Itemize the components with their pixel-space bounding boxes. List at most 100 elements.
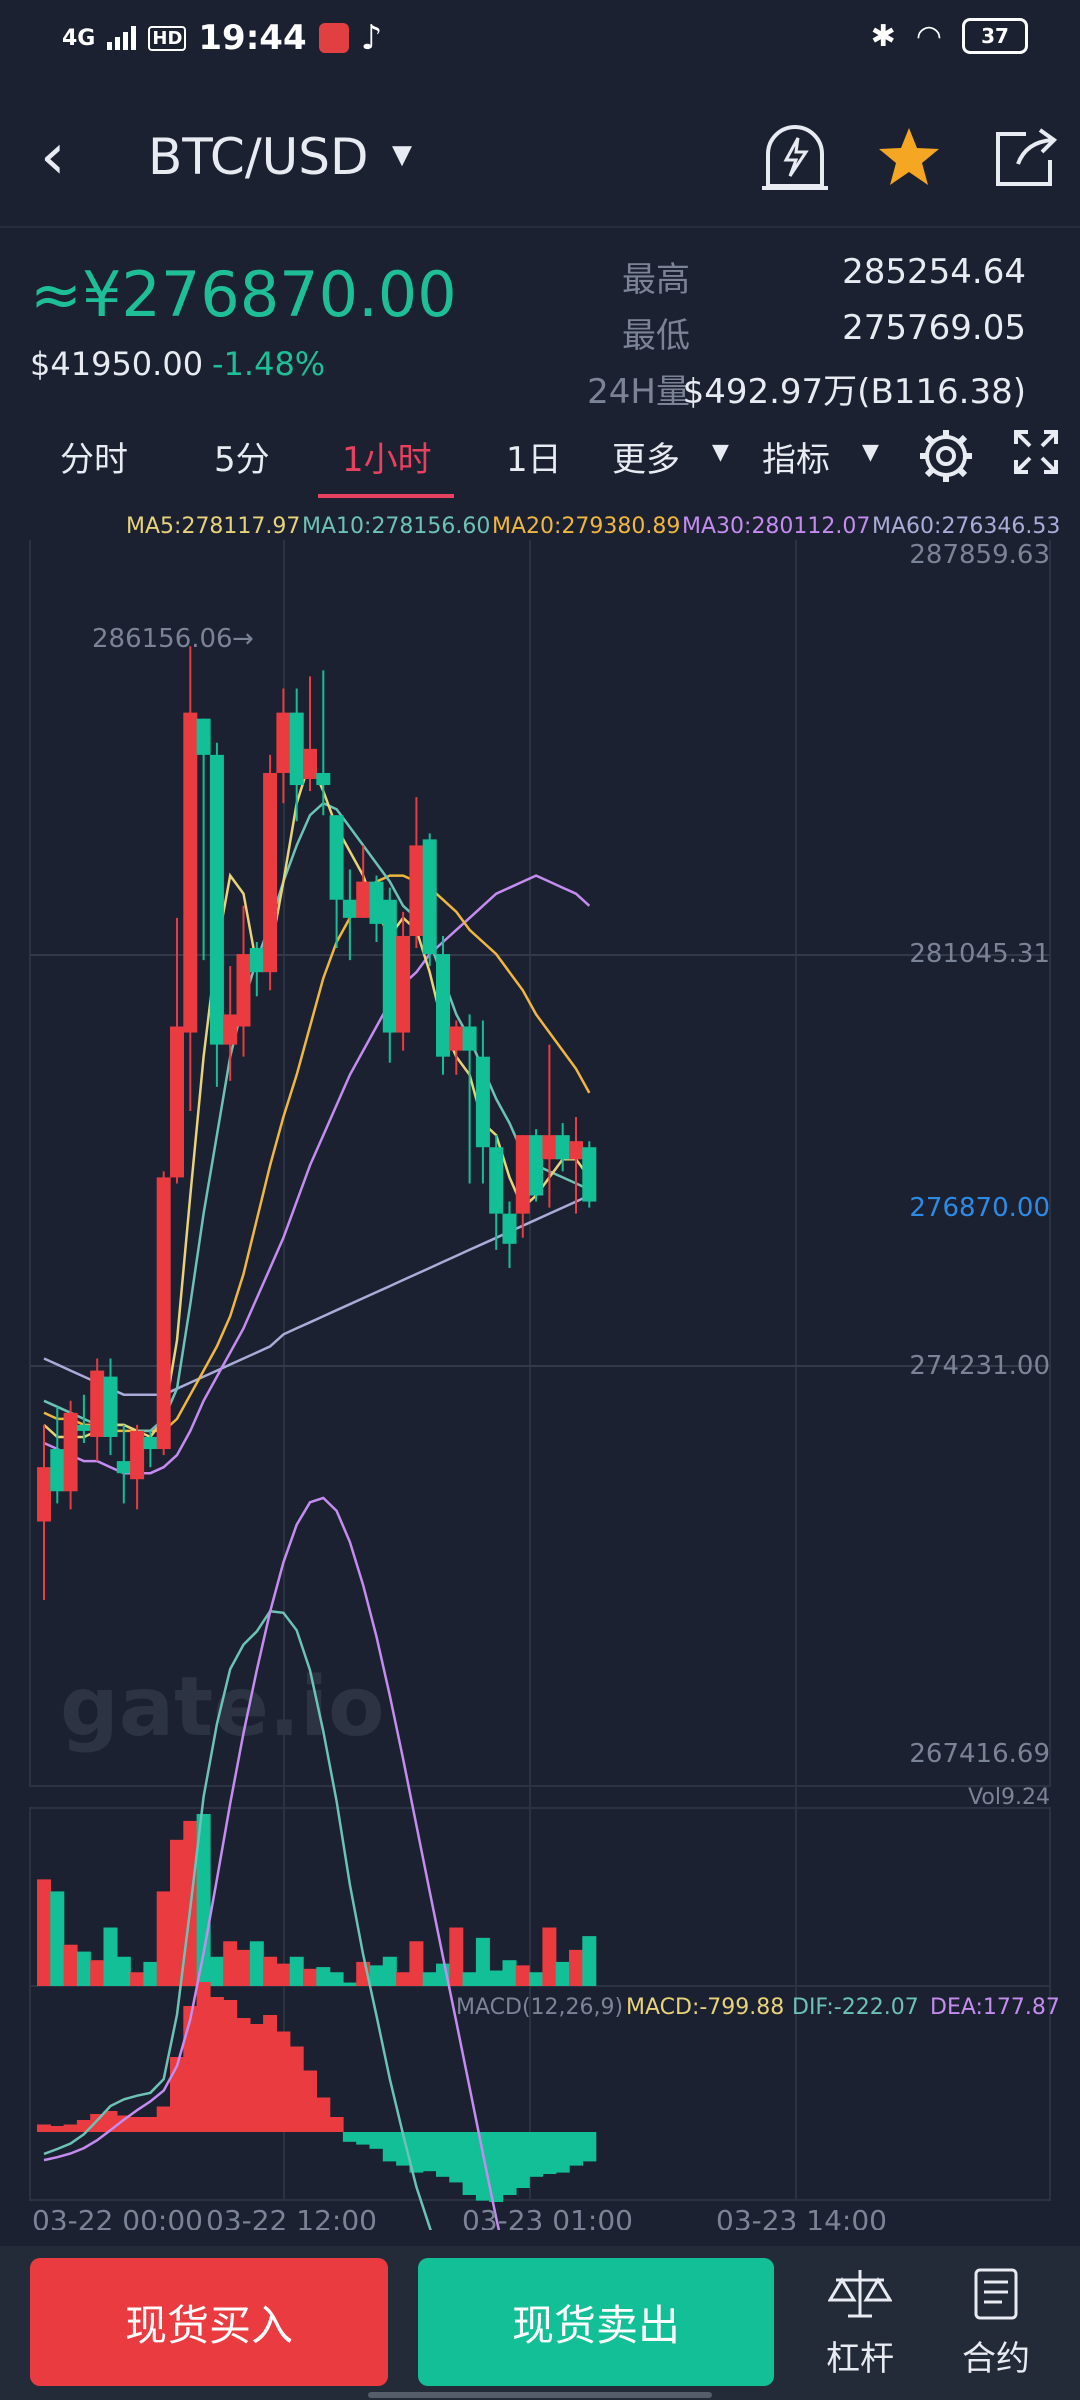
status-bar: 4G HD 19:44 ♪ ✱ ◠ 37 — [0, 0, 1080, 80]
indicator-chevron-icon[interactable]: ▼ — [862, 440, 879, 465]
max-price-marker: 286156.06 — [92, 624, 233, 654]
macd-bar — [462, 2132, 477, 2195]
candle-down — [502, 1213, 517, 1244]
candle-down — [76, 1424, 91, 1431]
hd-badge: HD — [148, 25, 187, 51]
price-change-percent: -1.48% — [212, 345, 326, 383]
leverage-button[interactable]: 杠杆 — [800, 2266, 920, 2380]
home-indicator — [368, 2392, 712, 2398]
tab-1day[interactable]: 1日 — [506, 440, 562, 480]
volume-bar — [462, 1972, 477, 1986]
tab-1hour[interactable]: 1小时 — [342, 440, 432, 480]
macd-bar — [582, 2132, 597, 2162]
macd-bar — [209, 1997, 224, 2132]
macd-lines — [43, 1496, 501, 2230]
candle-up — [449, 1026, 464, 1051]
kline-chart[interactable]: gate.io 287859.63 281045.31 276870.00 27… — [0, 540, 1080, 2230]
candle-down — [382, 899, 397, 1033]
volume-bar — [263, 1956, 278, 1986]
battery-icon: 37 — [962, 18, 1028, 54]
volume-bar — [515, 1965, 530, 1986]
candle-down — [529, 1135, 544, 1196]
pair-selector[interactable]: BTC/USD — [148, 128, 369, 186]
candle-up — [263, 772, 278, 973]
candle-up — [63, 1412, 78, 1492]
candle-up — [569, 1141, 583, 1160]
y-axis-bottom: 267416.69 — [909, 1739, 1050, 1769]
bluetooth-icon: ✱ — [870, 18, 896, 54]
volume-bar — [37, 1879, 51, 1986]
macd-bar — [316, 2097, 331, 2132]
contract-button[interactable]: 合约 — [936, 2266, 1056, 2380]
dea-value: DEA:177.87 — [930, 1995, 1060, 2020]
candle-down — [196, 718, 211, 755]
macd-bar — [342, 2132, 357, 2142]
high-value: 285254.64 — [842, 252, 1026, 292]
volume-bar — [143, 1961, 158, 1986]
document-icon — [974, 2268, 1018, 2320]
macd-bar — [236, 2018, 251, 2132]
spot-buy-button[interactable]: 现货买入 — [30, 2258, 388, 2386]
x-axis-label: 03-23 14:00 — [716, 2204, 887, 2230]
y-axis-low: 274231.00 — [909, 1351, 1050, 1381]
candle-down — [289, 712, 304, 786]
ma10-line — [43, 801, 590, 1433]
favorite-star-icon[interactable] — [876, 124, 942, 190]
low-value: 275769.05 — [842, 308, 1026, 348]
candle-up — [183, 712, 198, 1033]
x-axis-label: 03-23 01:00 — [462, 2204, 633, 2230]
price-alert-icon[interactable] — [760, 122, 830, 192]
spot-sell-button[interactable]: 现货卖出 — [418, 2258, 774, 2386]
macd-bar — [569, 2132, 583, 2166]
settings-gear-icon[interactable] — [916, 426, 976, 486]
candle-down — [143, 1436, 158, 1450]
fullscreen-icon[interactable] — [1012, 428, 1060, 476]
macd-bar — [223, 2000, 238, 2132]
more-chevron-icon[interactable]: ▼ — [712, 440, 729, 465]
candle-down — [209, 754, 224, 1045]
ma10-legend: MA10:278156.60 — [302, 514, 491, 539]
candle-down — [50, 1449, 65, 1492]
candle-down — [249, 948, 264, 973]
volume-bar — [555, 1961, 570, 1986]
volume-bar — [289, 1956, 304, 1986]
volume-bar — [396, 1972, 411, 1986]
y-axis-mid: 281045.31 — [909, 939, 1050, 969]
volume-24h-value: $492.97万(B116.38) — [682, 372, 1026, 412]
share-icon[interactable] — [992, 124, 1058, 190]
macd-bar — [436, 2132, 450, 2177]
wifi-icon: ◠ — [915, 18, 942, 54]
network-indicator: 4G — [62, 25, 96, 51]
macd-bar — [289, 2046, 304, 2132]
dif-line — [43, 1609, 432, 2230]
back-icon[interactable]: ‹ — [40, 120, 66, 194]
tab-indicator[interactable]: 指标 — [762, 440, 830, 480]
clock: 19:44 — [198, 18, 307, 58]
candle-down — [316, 772, 331, 786]
candle-up — [303, 748, 317, 780]
macd-histogram — [37, 1982, 597, 2202]
y-axis-current-price: 276870.00 — [909, 1193, 1050, 1223]
ma5-legend: MA5:278117.97 — [126, 514, 301, 539]
chevron-down-icon[interactable]: ▼ — [392, 140, 412, 170]
tab-more[interactable]: 更多 — [612, 440, 680, 480]
volume-bar — [63, 1944, 78, 1986]
macd-bar — [422, 2132, 437, 2172]
macd-bar — [130, 2117, 145, 2132]
volume-bar — [236, 1949, 251, 1986]
macd-bar — [382, 2132, 397, 2162]
ma30-legend: MA30:280112.07 — [682, 514, 871, 539]
candle-up — [170, 1026, 184, 1178]
macd-bar — [396, 2132, 411, 2166]
candle-down — [342, 899, 357, 918]
candle-up — [156, 1177, 171, 1450]
macd-bar — [409, 2132, 424, 2173]
tab-5min[interactable]: 5分 — [214, 440, 270, 480]
indicator-panel-frame — [29, 1807, 1051, 2201]
volume-bar — [449, 1927, 464, 1986]
status-right: ✱ ◠ 37 — [871, 18, 1028, 54]
volume-bars — [37, 1814, 597, 1986]
tab-timeline[interactable]: 分时 — [60, 440, 128, 480]
volume-bar — [50, 1891, 65, 1986]
macd-bar — [196, 1982, 211, 2132]
